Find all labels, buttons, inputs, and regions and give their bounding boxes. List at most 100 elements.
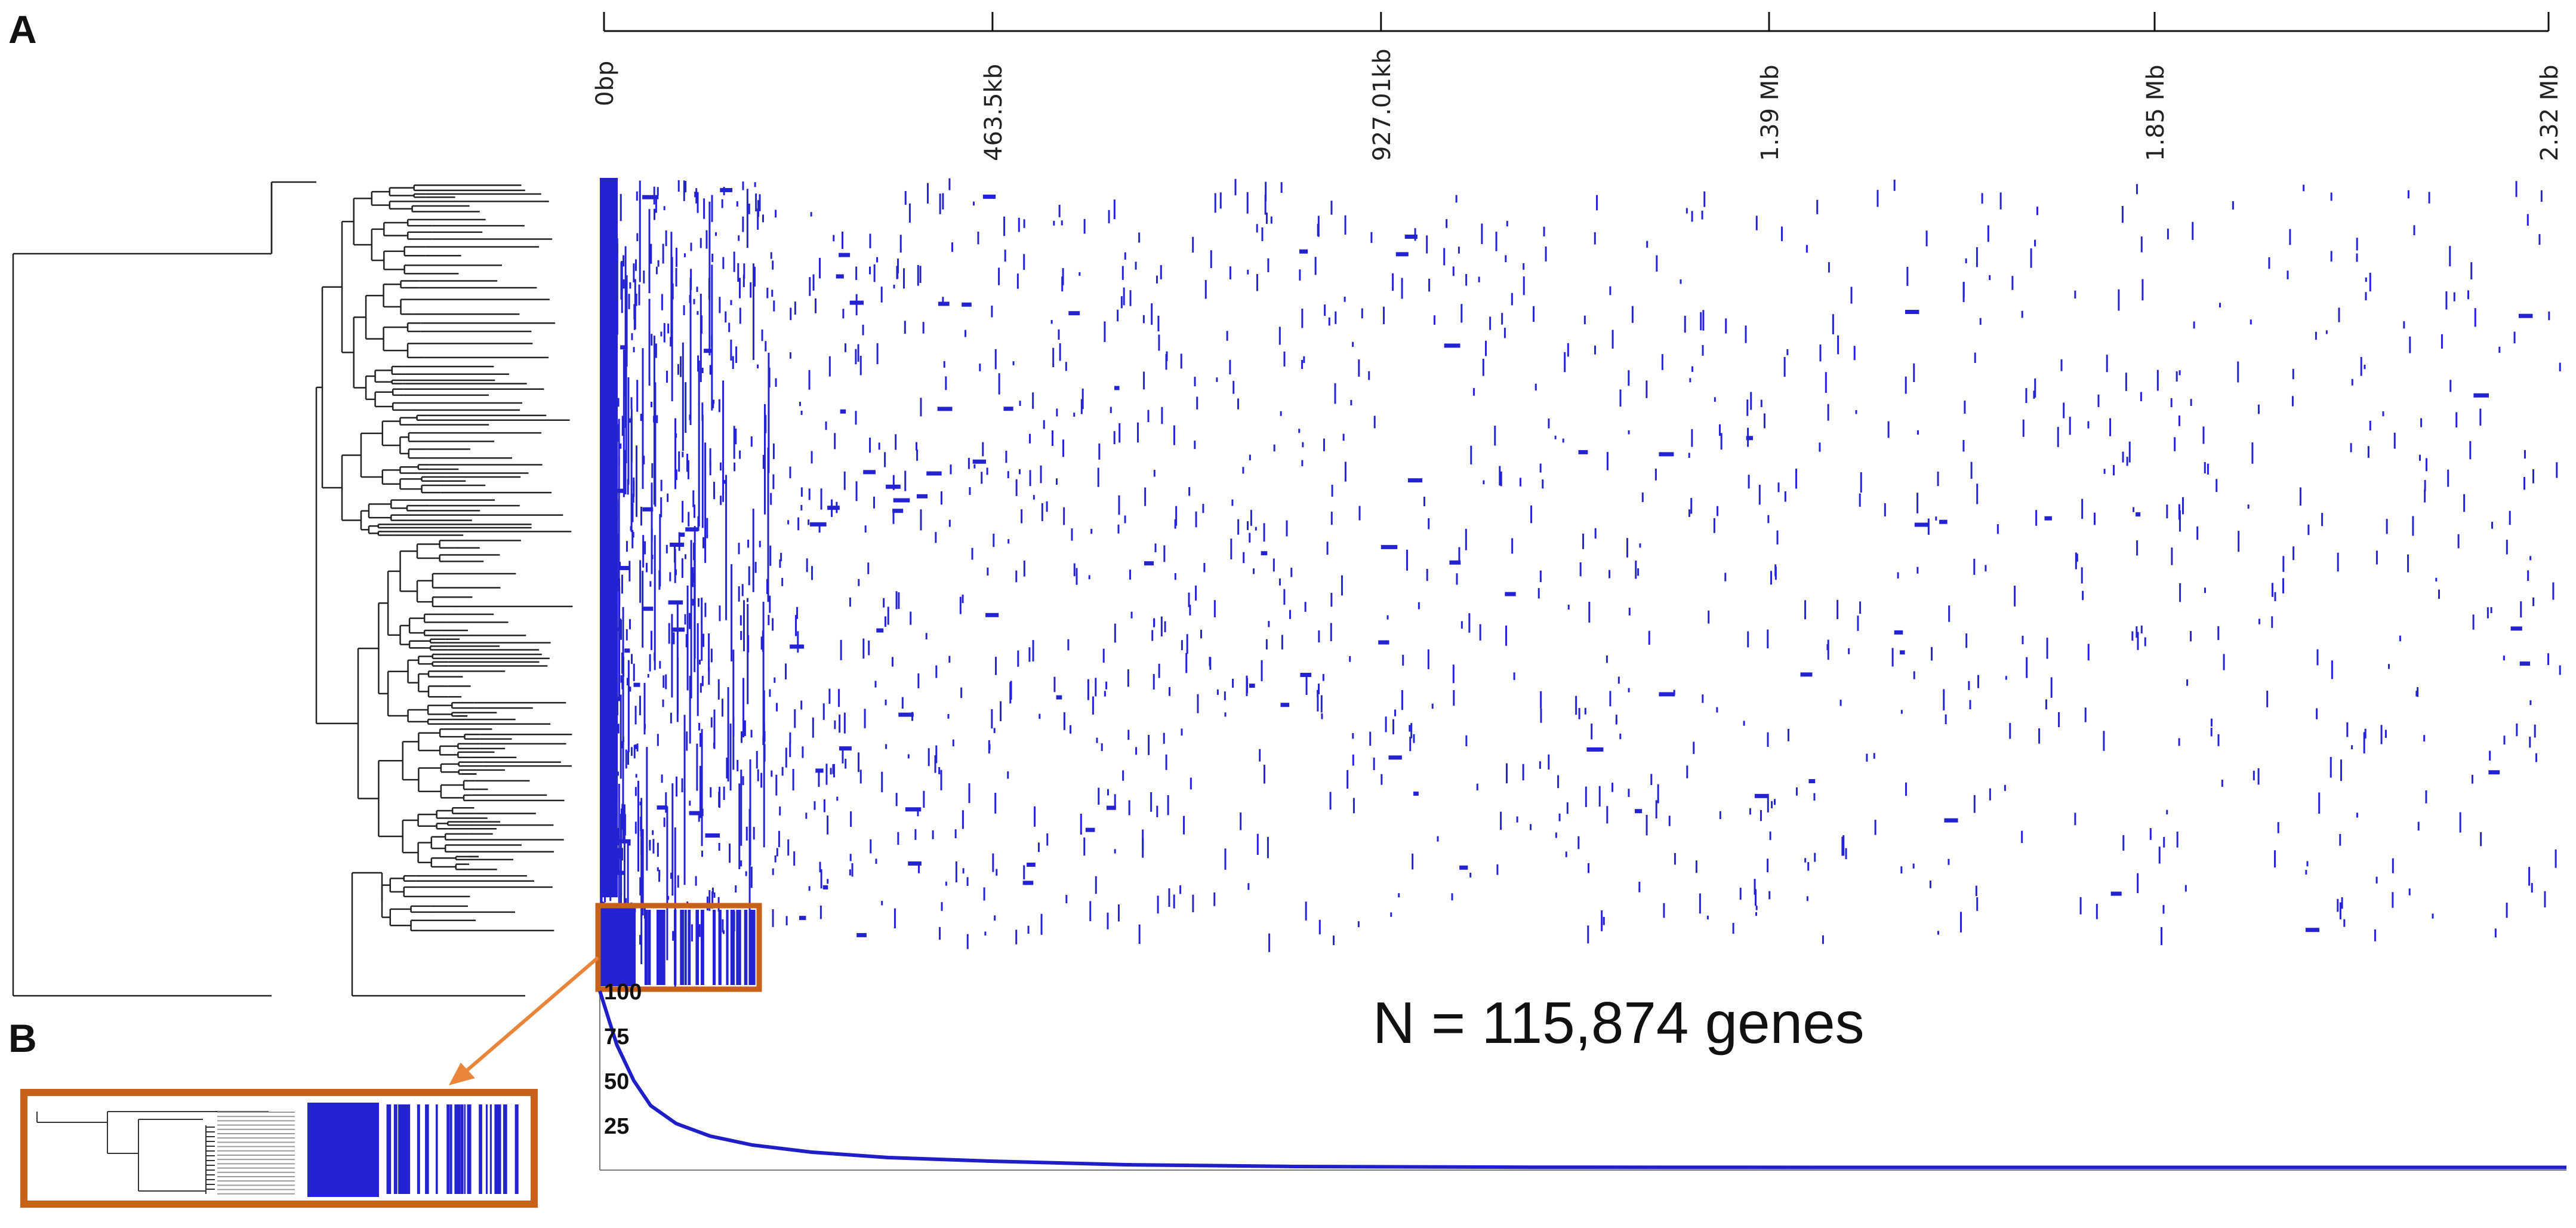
presence-mark: [2110, 891, 2122, 896]
presence-mark: [1452, 664, 1455, 684]
presence-mark: [1784, 491, 1786, 502]
presence-mark: [1346, 770, 1349, 789]
presence-mark: [604, 891, 606, 903]
presence-mark: [849, 300, 864, 305]
presence-mark: [1083, 218, 1086, 234]
presence-mark: [630, 526, 632, 531]
presence-mark: [823, 799, 825, 812]
presence-mark: [1686, 208, 1688, 214]
presence-mark: [2488, 770, 2500, 775]
presence-mark: [606, 781, 609, 796]
presence-mark: [1598, 786, 1601, 807]
presence-mark: [840, 409, 846, 414]
presence-mark: [1194, 441, 1196, 450]
presence-mark: [1124, 515, 1126, 524]
presence-mark: [2210, 728, 2213, 737]
presence-mark: [819, 906, 822, 919]
presence-mark: [849, 597, 851, 607]
presence-mark: [671, 283, 674, 300]
presence-mark: [2520, 601, 2522, 618]
presence-mark: [614, 248, 617, 267]
presence-mark: [1755, 216, 1758, 230]
presence-mark: [1003, 407, 1013, 411]
presence-mark: [2076, 553, 2078, 562]
presence-mark: [617, 724, 620, 734]
presence-mark: [1394, 709, 1397, 716]
presence-mark: [1058, 205, 1061, 217]
presence-mark: [722, 919, 724, 932]
presence-mark: [768, 352, 770, 473]
presence-mark: [1800, 672, 1813, 677]
presence-mark: [1135, 747, 1138, 755]
presence-mark: [615, 314, 617, 398]
presence-mark: [1437, 836, 1439, 842]
presence-mark: [2470, 262, 2473, 280]
presence-mark: [624, 648, 630, 653]
presence-mark: [1767, 732, 1769, 747]
presence-mark: [738, 235, 740, 241]
presence-mark: [678, 451, 680, 472]
axis-tick-label: 0bp: [591, 61, 619, 106]
presence-mark: [1426, 235, 1428, 254]
presence-mark: [1884, 503, 1886, 517]
presence-mark: [686, 585, 689, 691]
presence-mark: [812, 274, 815, 291]
presence-mark: [822, 885, 828, 890]
presence-mark: [1299, 249, 1308, 254]
presence-mark: [1005, 451, 1007, 463]
presence-mark: [721, 698, 723, 717]
presence-mark: [885, 699, 887, 706]
presence-mark: [1318, 919, 1321, 935]
presence-mark: [2364, 364, 2366, 370]
presence-mark: [624, 390, 626, 396]
presence-mark: [623, 255, 625, 267]
presence-mark: [657, 260, 660, 267]
presence-mark: [1194, 377, 1196, 387]
presence-mark: [1585, 786, 1587, 807]
presence-mark: [630, 397, 633, 410]
presence-mark: [1329, 792, 1332, 810]
presence-mark: [1290, 567, 1293, 577]
presence-mark: [939, 193, 941, 214]
presence-mark: [1931, 647, 1933, 661]
presence-mark: [639, 695, 641, 716]
presence-mark: [710, 787, 712, 798]
presence-mark: [1080, 399, 1083, 414]
presence-mark: [1188, 487, 1191, 496]
presence-mark: [1691, 429, 1693, 447]
presence-mark: [1229, 266, 1231, 279]
presence-mark: [498, 1104, 501, 1194]
presence-mark: [1732, 922, 1734, 934]
tip-label-mark: [217, 1155, 295, 1156]
presence-mark: [2050, 677, 2053, 698]
presence-mark: [1268, 933, 1271, 952]
presence-mark: [859, 770, 862, 784]
presence-mark: [2369, 272, 2371, 292]
presence-mark: [694, 192, 697, 198]
presence-mark: [1160, 265, 1162, 279]
presence-mark: [655, 196, 657, 213]
presence-mark: [926, 183, 929, 204]
presence-mark: [669, 572, 671, 581]
presence-mark: [663, 206, 665, 211]
presence-mark: [1968, 681, 1970, 690]
presence-mark: [1819, 442, 1821, 452]
presence-mark: [747, 635, 750, 653]
presence-mark: [1033, 495, 1035, 500]
presence-mark: [1720, 433, 1723, 450]
presence-mark: [1460, 621, 1463, 629]
presence-mark: [600, 583, 603, 593]
presence-mark: [985, 613, 999, 617]
presence-mark: [1123, 287, 1125, 306]
presence-mark: [711, 195, 713, 222]
presence-mark: [2528, 867, 2531, 886]
presence-mark: [1164, 621, 1166, 632]
presence-mark: [825, 421, 827, 430]
presence-mark: [600, 627, 602, 641]
presence-mark: [1483, 480, 1485, 485]
presence-mark: [775, 378, 777, 387]
presence-mark: [2005, 676, 2007, 680]
presence-mark: [1545, 246, 1547, 261]
presence-mark: [1298, 429, 1301, 433]
presence-mark: [636, 191, 638, 201]
